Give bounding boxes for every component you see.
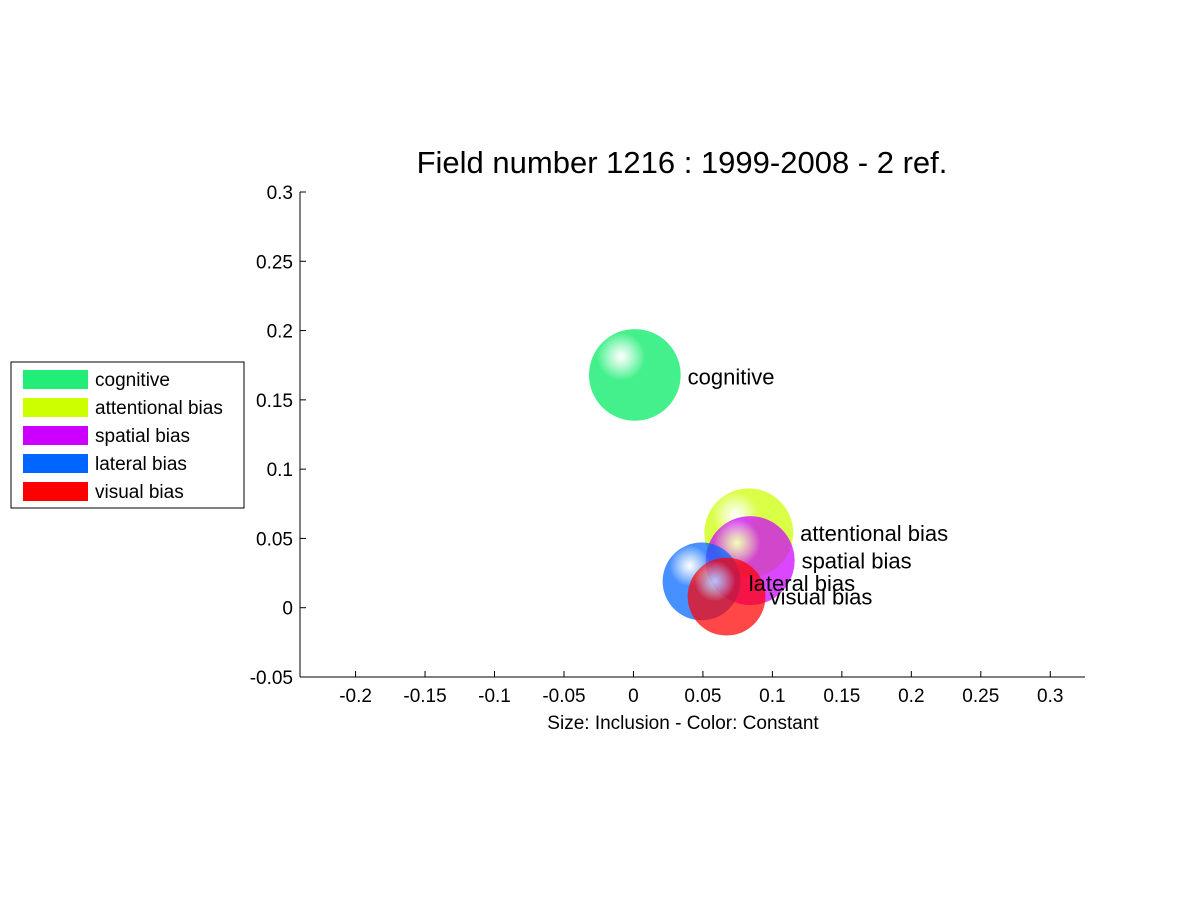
x-axis-label: Size: Inclusion - Color: Constant — [547, 713, 819, 734]
x-tick-label: -0.05 — [542, 686, 585, 707]
legend-swatch-spatial-bias — [23, 426, 88, 445]
chart-title: Field number 1216 : 1999-2008 - 2 ref. — [417, 145, 948, 180]
bubble-visual-bias — [687, 557, 766, 636]
point-label-attentional-bias: attentional bias — [800, 521, 948, 546]
x-tick-label: -0.1 — [478, 686, 511, 707]
bubble-layer — [588, 329, 795, 636]
legend-label-lateral-bias: lateral bias — [95, 454, 187, 475]
legend-swatch-visual-bias — [23, 482, 88, 501]
x-tick-label: -0.2 — [339, 686, 372, 707]
x-tick-label: 0 — [628, 686, 639, 707]
bubble-cognitive — [588, 329, 681, 421]
legend-swatch-lateral-bias — [23, 454, 88, 473]
point-label-cognitive: cognitive — [688, 364, 775, 389]
legend-label-visual-bias: visual bias — [95, 482, 184, 503]
x-tick-label: 0.15 — [823, 686, 860, 707]
legend-label-cognitive: cognitive — [95, 370, 170, 391]
point-labels: cognitive attentional bias spatial biaslat… — [688, 364, 949, 609]
y-tick-label: 0.2 — [267, 322, 293, 343]
point-label-visual-bias: visual bias — [770, 585, 873, 610]
legend-swatch-cognitive — [23, 370, 88, 389]
x-tick-label: 0.3 — [1037, 686, 1063, 707]
y-tick-label: 0.25 — [256, 252, 293, 273]
y-tick-label: 0.15 — [256, 391, 293, 412]
x-ticks: -0.2 -0.15 -0.1 -0.05 0 0.05 0.1 0.15 0.2 0.25 0.3 — [339, 671, 1063, 707]
point-label-lateral-bias: lateral bias — [749, 571, 855, 596]
y-tick-label: 0.3 — [267, 183, 293, 204]
axes — [299, 192, 1085, 678]
x-tick-label: -0.15 — [403, 686, 446, 707]
y-tick-label: 0.05 — [256, 529, 293, 550]
y-ticks: -0.05 0 0.05 0.1 0.15 0.2 0.25 0.3 — [250, 183, 306, 689]
legend: cognitive attentional bias spatial bias lat… — [10, 361, 245, 509]
y-tick-label: 0 — [282, 599, 293, 620]
point-label-spatial-bias: spatial bias — [802, 549, 912, 574]
y-tick-label: 0.1 — [267, 460, 293, 481]
y-tick-label: -0.05 — [250, 668, 293, 689]
x-tick-label: 0.05 — [684, 686, 721, 707]
legend-swatch-attentional-bias — [23, 398, 88, 417]
x-tick-label: 0.25 — [962, 686, 999, 707]
x-tick-label: 0.1 — [759, 686, 785, 707]
legend-label-attentional-bias: attentional bias — [95, 398, 223, 419]
x-tick-label: 0.2 — [898, 686, 924, 707]
legend-label-spatial-bias: spatial bias — [95, 426, 190, 447]
